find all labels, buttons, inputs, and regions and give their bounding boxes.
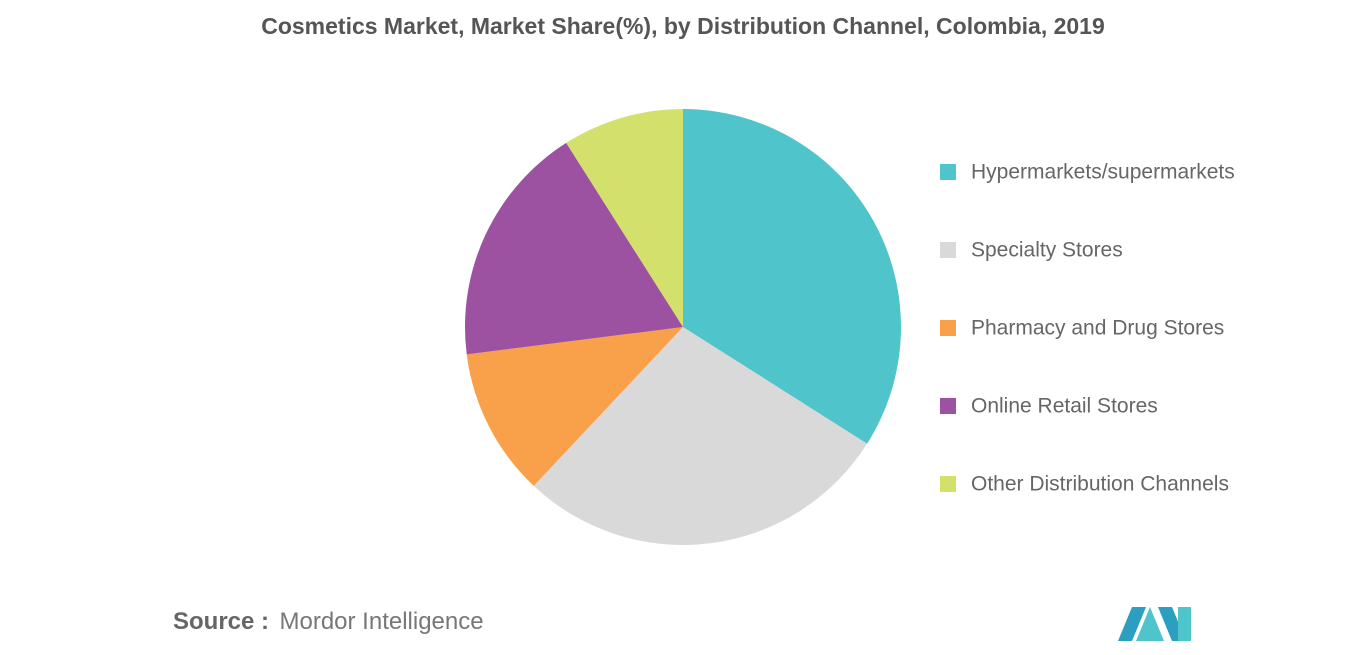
legend-swatch xyxy=(940,164,956,180)
pie xyxy=(464,109,901,545)
pie-slice xyxy=(533,327,868,545)
logo-shape xyxy=(1178,607,1191,641)
legend-label: Online Retail Stores xyxy=(971,395,1158,418)
logo xyxy=(1118,607,1191,641)
legend-label: Hypermarkets/supermarkets xyxy=(971,161,1235,184)
pie-slice xyxy=(466,327,683,486)
logo-shape xyxy=(1136,607,1164,641)
pie-slice xyxy=(464,142,683,355)
source-text: Source : Mordor Intelligence xyxy=(173,608,484,635)
legend-swatch xyxy=(940,476,956,492)
source-label: Source : xyxy=(173,608,269,635)
legend-label: Pharmacy and Drug Stores xyxy=(971,317,1224,340)
legend-swatch xyxy=(940,398,956,414)
legend-swatch xyxy=(940,320,956,336)
source-name: Mordor Intelligence xyxy=(279,608,483,635)
legend-label: Specialty Stores xyxy=(971,239,1123,262)
legend-swatch xyxy=(940,242,956,258)
pie-slice xyxy=(566,109,683,327)
chart-title: Cosmetics Market, Market Share(%), by Di… xyxy=(261,13,1105,39)
logo-shape xyxy=(1118,607,1146,641)
pie-slice xyxy=(683,109,901,444)
legend-label: Other Distribution Channels xyxy=(971,473,1229,496)
legend: Hypermarkets/supermarkets Specialty Store… xyxy=(940,161,1235,496)
